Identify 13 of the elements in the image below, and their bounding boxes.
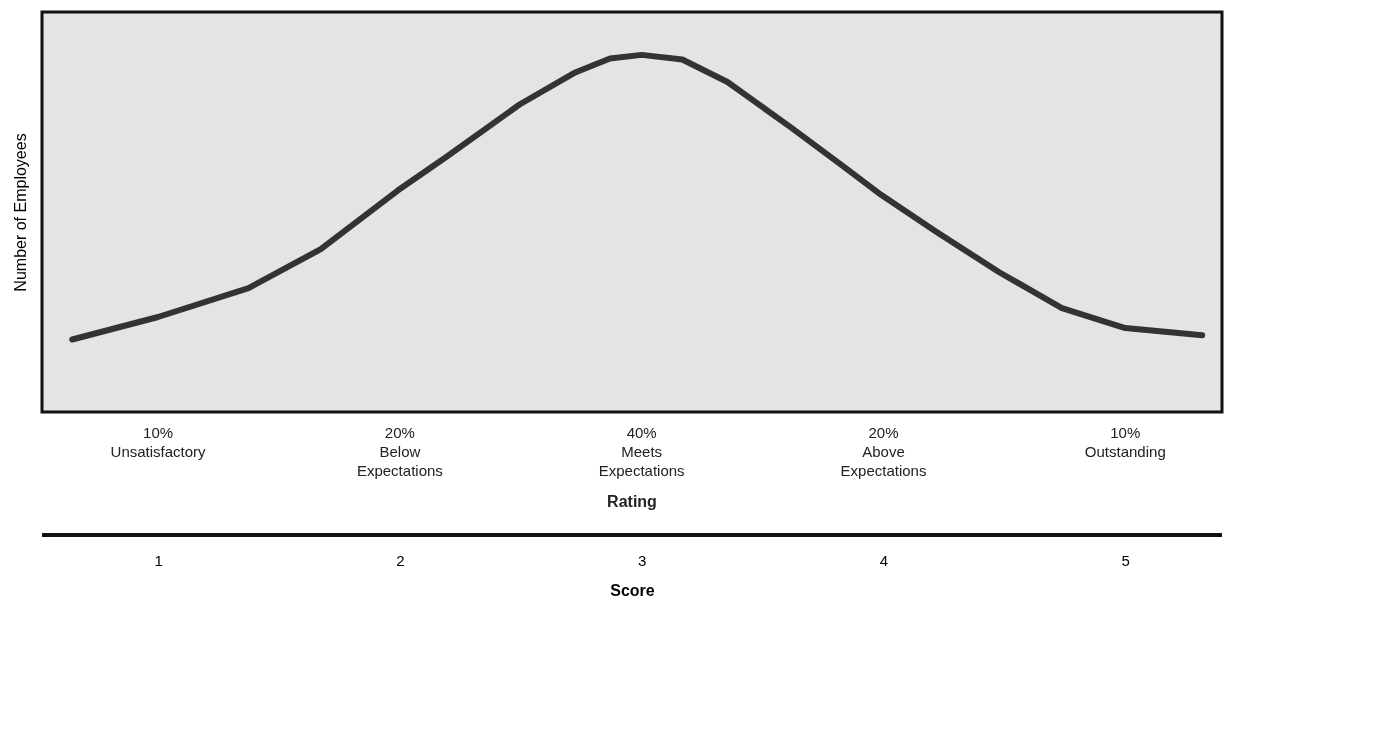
x-tick-label: 4	[879, 551, 889, 569]
text: 10% Unsatisfactory	[110, 424, 207, 460]
text: Rating	[607, 493, 657, 510]
x-tick-label: 2	[396, 551, 405, 569]
y-axis-title: Number of Employees	[11, 133, 29, 292]
text: 40% Meets Expectations	[598, 424, 685, 479]
x-tick-label: 3	[638, 551, 647, 569]
x-tick-label: 1	[154, 551, 163, 569]
x-axis-title: Score	[610, 581, 655, 599]
text: 20% Above Expectations	[840, 424, 927, 479]
x-tick-label: 5	[1121, 551, 1130, 569]
text: 10% Outstanding	[1084, 424, 1166, 460]
text: 20% Below Expectations	[356, 424, 443, 479]
